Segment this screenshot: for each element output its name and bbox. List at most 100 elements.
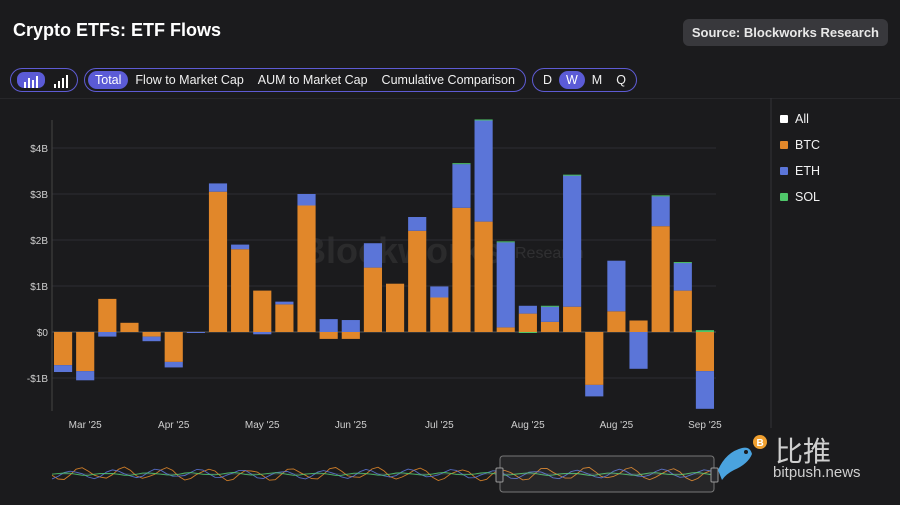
- bar-eth: [430, 286, 449, 298]
- bar-sol: [518, 332, 537, 333]
- x-tick-label: Apr '25: [158, 420, 190, 431]
- bar-eth: [98, 332, 117, 337]
- bar-btc: [142, 332, 161, 337]
- bar-btc: [629, 320, 648, 332]
- bar-eth: [208, 183, 228, 192]
- svg-text:B: B: [757, 438, 764, 449]
- bar-sol: [496, 241, 515, 243]
- brand-url[interactable]: bitpush.news: [773, 464, 861, 481]
- period-d[interactable]: D: [542, 73, 552, 87]
- legend-label: BTC: [795, 138, 820, 152]
- legend-swatch: [780, 115, 788, 123]
- bar-eth: [319, 319, 338, 332]
- bar-btc: [585, 332, 604, 385]
- x-tick-label: Jul '25: [425, 420, 454, 431]
- bar-sol: [673, 262, 692, 264]
- bar-eth: [142, 336, 161, 342]
- x-axis: Mar '25 Apr '25 May '25 Jun '25 Jul '25 Aug '…: [69, 420, 722, 431]
- bar-btc: [496, 327, 515, 332]
- bar-btc: [607, 311, 626, 332]
- legend-item-sol[interactable]: SOL: [780, 184, 820, 210]
- bar-eth: [186, 332, 205, 333]
- bar-eth: [607, 260, 626, 312]
- bar-btc: [430, 297, 449, 332]
- legend-item-all[interactable]: All: [780, 106, 820, 132]
- bar-sol: [540, 305, 560, 307]
- tab-cumulative-comparison[interactable]: Cumulative Comparison: [381, 73, 515, 87]
- period-m[interactable]: M: [591, 73, 603, 87]
- x-tick-label: Aug '25: [600, 420, 634, 431]
- bar-eth: [231, 244, 250, 250]
- y-tick-label: $4B: [30, 144, 48, 155]
- column-chart-icon[interactable]: [50, 72, 72, 88]
- legend-item-btc[interactable]: BTC: [780, 132, 820, 158]
- bar-btc: [363, 267, 383, 332]
- bar-chart-icon[interactable]: [16, 72, 45, 88]
- bar-eth: [563, 175, 582, 307]
- bar-eth: [673, 263, 692, 291]
- bar-btc: [53, 332, 73, 366]
- bar-eth: [408, 217, 427, 231]
- grid: [52, 147, 716, 379]
- bar-eth: [452, 164, 471, 208]
- legend-label: SOL: [795, 190, 821, 204]
- legend: All BTC ETH SOL: [780, 106, 820, 210]
- bar-btc: [297, 205, 316, 332]
- bar-btc: [651, 226, 670, 332]
- x-tick-label: Jun '25: [335, 420, 367, 431]
- bar-eth: [651, 196, 670, 227]
- period-q[interactable]: Q: [616, 73, 626, 87]
- tab-total[interactable]: Total: [88, 71, 129, 89]
- bar-btc: [474, 221, 493, 332]
- bar-sol: [695, 330, 715, 332]
- navigator-btc-line: [51, 466, 717, 482]
- bar-eth: [297, 194, 316, 206]
- x-tick-label: Mar '25: [69, 420, 102, 431]
- y-tick-label: $1B: [30, 282, 48, 293]
- view-tabs: Total Flow to Market Cap AUM to Market C…: [84, 68, 526, 92]
- bar-btc: [231, 249, 250, 332]
- navigator-window: [499, 455, 715, 493]
- bar-btc: [385, 283, 405, 332]
- navigator-handle-left[interactable]: [495, 467, 504, 483]
- bar-btc: [98, 298, 117, 332]
- etf-flows-chart: Blockworks Research -$1B$0$1B$2B$3B$4B M…: [0, 97, 900, 493]
- bar-btc: [695, 332, 715, 372]
- navigator-handle-right[interactable]: [710, 467, 719, 483]
- bar-eth: [518, 305, 537, 314]
- bar-sol: [563, 174, 582, 176]
- bar-eth: [275, 301, 294, 305]
- legend-item-eth[interactable]: ETH: [780, 158, 820, 184]
- chart-area: Blockworks Research -$1B $0 $1B $2B $3B $4B M…: [0, 97, 900, 500]
- bar-btc: [540, 321, 560, 332]
- source-badge[interactable]: Source: Blockworks Research: [682, 19, 888, 46]
- bitpush-bird-icon: B: [718, 435, 767, 480]
- bar-btc: [253, 290, 272, 332]
- legend-swatch: [780, 141, 788, 149]
- bar-eth: [76, 371, 95, 381]
- bar-btc: [563, 306, 582, 332]
- period-tabs: D W M Q: [531, 68, 637, 92]
- x-tick-label: Sep '25: [688, 420, 722, 431]
- x-tick-label: May '25: [245, 420, 280, 431]
- tab-aum-to-market-cap[interactable]: AUM to Market Cap: [257, 73, 368, 87]
- bar-sol: [452, 163, 471, 165]
- y-tick-label: $2B: [30, 236, 48, 247]
- legend-label: All: [795, 112, 809, 126]
- navigator-eth-line: [51, 468, 717, 480]
- bar-sol: [651, 195, 670, 197]
- y-axis: -$1B $0 $1B $2B $3B $4B: [27, 120, 53, 411]
- bar-eth: [363, 243, 383, 268]
- legend-swatch: [780, 193, 788, 201]
- y-tick-label: $0: [37, 328, 49, 339]
- bar-eth: [253, 332, 272, 335]
- y-tick-label: $3B: [30, 190, 48, 201]
- bar-btc: [452, 207, 471, 332]
- bar-eth: [540, 306, 560, 322]
- tab-flow-to-market-cap[interactable]: Flow to Market Cap: [135, 73, 244, 87]
- chart-title: Crypto ETFs: ETF Flows: [13, 20, 222, 40]
- bar-eth: [585, 384, 604, 397]
- bar-btc: [319, 332, 338, 339]
- bar-btc: [76, 332, 95, 372]
- period-w[interactable]: W: [558, 71, 585, 89]
